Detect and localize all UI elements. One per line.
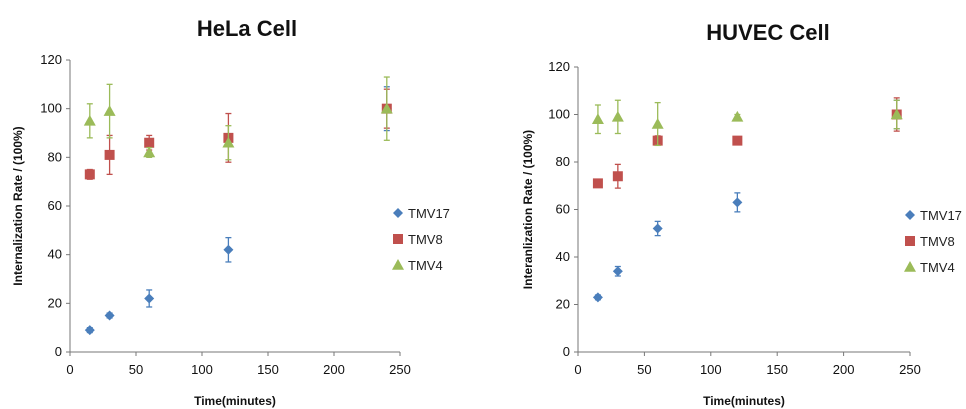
data-point [104, 149, 115, 160]
data-point [890, 108, 903, 120]
x-tick-label: 50 [129, 362, 143, 377]
x-tick-label: 200 [833, 362, 855, 377]
data-point [611, 110, 624, 122]
data-point [732, 135, 743, 146]
data-point [652, 223, 663, 234]
legend-marker-tmv8 [905, 236, 915, 246]
y-tick-label: 120 [40, 52, 62, 67]
data-point [731, 110, 744, 122]
data-point [84, 169, 95, 180]
series-tmv17 [84, 86, 392, 336]
data-point [612, 171, 623, 182]
legend-marker-tmv4 [392, 259, 404, 270]
chart-title: HeLa Cell [197, 16, 297, 41]
data-point [104, 310, 115, 321]
x-tick-label: 150 [766, 362, 788, 377]
series-tmv4 [83, 76, 393, 161]
chart-panel-1: HeLa Cell 0 20 40 60 80 100 120 0 50 100 150 200 250 T… [11, 16, 450, 408]
y-tick-label: 40 [556, 249, 570, 264]
legend-label-tmv17: TMV17 [920, 208, 962, 223]
series-tmv8 [592, 97, 902, 189]
x-tick-label: 250 [899, 362, 921, 377]
series-tmv4 [591, 99, 903, 147]
legend-label-tmv8: TMV8 [408, 232, 443, 247]
x-axis-label: Time(minutes) [703, 394, 785, 408]
legend-marker-tmv17 [905, 210, 915, 220]
x-tick-label: 100 [700, 362, 722, 377]
y-tick-label: 100 [40, 101, 62, 116]
legend-marker-tmv4 [904, 261, 916, 272]
data-point [83, 114, 96, 126]
x-tick-label: 150 [257, 362, 279, 377]
y-tick-label: 0 [55, 344, 62, 359]
y-tick-label: 80 [48, 149, 62, 164]
data-point [144, 137, 155, 148]
legend-label-tmv4: TMV4 [408, 258, 443, 273]
data-point [143, 146, 156, 158]
x-tick-label: 0 [574, 362, 581, 377]
y-axis-label: Interanlization Rate / (100%) [521, 130, 535, 289]
series-tmv17 [592, 99, 902, 303]
data-point [651, 118, 664, 129]
y-tick-label: 120 [548, 59, 570, 74]
data-point [592, 178, 603, 189]
legend-marker-tmv17 [393, 208, 403, 218]
data-point [144, 293, 155, 304]
y-tick-label: 100 [548, 107, 570, 122]
data-point [222, 136, 235, 148]
x-tick-label: 50 [637, 362, 651, 377]
data-point [732, 197, 743, 208]
y-axis-label: Internalization Rate / (100%) [11, 126, 25, 285]
data-point [223, 244, 234, 255]
y-tick-label: 0 [563, 344, 570, 359]
y-tick-label: 40 [48, 247, 62, 262]
data-point [380, 102, 393, 114]
chart-panel-2: HUVEC Cell 0 20 40 60 80 100 120 0 50 100 150 200 250… [521, 20, 962, 408]
x-tick-label: 0 [66, 362, 73, 377]
data-point [103, 105, 116, 116]
series-tmv8 [84, 88, 392, 180]
legend-label-tmv8: TMV8 [920, 234, 955, 249]
chart-title: HUVEC Cell [706, 20, 829, 45]
data-point [84, 325, 95, 336]
legend-label-tmv4: TMV4 [920, 260, 955, 275]
y-tick-label: 80 [556, 154, 570, 169]
y-tick-label: 20 [48, 295, 62, 310]
data-point [591, 113, 604, 125]
data-point [612, 266, 623, 277]
x-tick-label: 250 [389, 362, 411, 377]
y-tick-label: 60 [48, 198, 62, 213]
y-tick-label: 60 [556, 202, 570, 217]
legend-label-tmv17: TMV17 [408, 206, 450, 221]
x-axis-label: Time(minutes) [194, 394, 276, 408]
x-tick-label: 200 [323, 362, 345, 377]
legend-marker-tmv8 [393, 234, 403, 244]
y-tick-label: 20 [556, 297, 570, 312]
data-point [592, 292, 603, 303]
x-tick-label: 100 [191, 362, 213, 377]
